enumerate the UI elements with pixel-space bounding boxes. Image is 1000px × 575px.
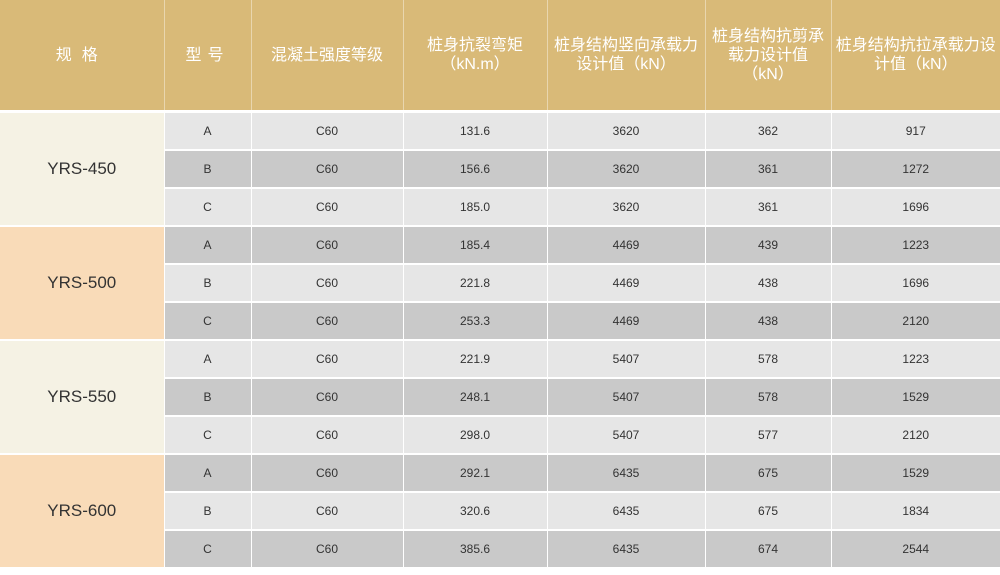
model-cell: C: [163, 301, 251, 340]
tensile-capacity-cell: 1272: [830, 149, 1000, 188]
tensile-capacity-cell: 1529: [830, 453, 1000, 492]
table-row: YRS-500 A C60 185.4 4469 439 1223: [0, 225, 1000, 340]
shear-capacity-cell: 578: [704, 377, 831, 416]
vertical-capacity-cell: 4469: [546, 263, 705, 302]
concrete-grade-cell: C60: [250, 453, 403, 492]
table-row: C C60 298.0 5407 577 2120: [0, 415, 1000, 454]
table-row: YRS-450 A C60 131.6 3620 362 917: [0, 110, 1000, 226]
table-row: YRS-600 A C60 292.1 6435 675 1529: [0, 453, 1000, 567]
tensile-capacity-cell: 917: [830, 110, 1000, 150]
concrete-grade-cell: C60: [250, 301, 403, 340]
shear-capacity-cell: 674: [704, 529, 831, 567]
shear-capacity-cell: 578: [704, 339, 831, 378]
shear-capacity-cell: 439: [704, 225, 831, 264]
concrete-grade-cell: C60: [250, 377, 403, 416]
model-cell: A: [163, 453, 251, 492]
concrete-grade-cell: C60: [250, 149, 403, 188]
tensile-capacity-cell: 2544: [830, 529, 1000, 567]
header-spec: 规格: [0, 0, 164, 112]
tensile-capacity-cell: 1529: [830, 377, 1000, 416]
concrete-grade-cell: C60: [250, 187, 403, 226]
vertical-capacity-cell: 4469: [546, 225, 705, 264]
vertical-capacity-cell: 5407: [546, 339, 705, 378]
tensile-capacity-cell: 1223: [830, 225, 1000, 264]
shear-capacity-cell: 577: [704, 415, 831, 454]
header-vertical-capacity: 桩身结构竖向承载力设计值（kN）: [546, 0, 705, 112]
spec-cell: YRS-600: [0, 453, 164, 567]
model-cell: A: [163, 225, 251, 264]
crack-moment-cell: 185.0: [402, 187, 547, 226]
vertical-capacity-cell: 3620: [546, 187, 705, 226]
table-row: B C60 248.1 5407 578 1529: [0, 377, 1000, 416]
model-cell: C: [163, 529, 251, 567]
concrete-grade-cell: C60: [250, 491, 403, 530]
shear-capacity-cell: 361: [704, 149, 831, 188]
table-row: B C60 320.6 6435 675 1834: [0, 491, 1000, 530]
vertical-capacity-cell: 6435: [546, 453, 705, 492]
crack-moment-cell: 320.6: [402, 491, 547, 530]
tensile-capacity-cell: 2120: [830, 301, 1000, 340]
vertical-capacity-cell: 6435: [546, 529, 705, 567]
tensile-capacity-cell: 1834: [830, 491, 1000, 530]
table-row: B C60 156.6 3620 361 1272: [0, 149, 1000, 188]
shear-capacity-cell: 675: [704, 453, 831, 492]
vertical-capacity-cell: 6435: [546, 491, 705, 530]
shear-capacity-cell: 675: [704, 491, 831, 530]
vertical-capacity-cell: 4469: [546, 301, 705, 340]
model-cell: B: [163, 149, 251, 188]
vertical-capacity-cell: 3620: [546, 149, 705, 188]
tensile-capacity-cell: 1223: [830, 339, 1000, 378]
header-shear-capacity: 桩身结构抗剪承载力设计值（kN）: [704, 0, 831, 112]
header-crack-moment: 桩身抗裂弯矩（kN.m）: [402, 0, 547, 112]
shear-capacity-cell: 438: [704, 263, 831, 302]
concrete-grade-cell: C60: [250, 339, 403, 378]
tensile-capacity-cell: 1696: [830, 263, 1000, 302]
crack-moment-cell: 253.3: [402, 301, 547, 340]
vertical-capacity-cell: 5407: [546, 415, 705, 454]
model-cell: B: [163, 377, 251, 416]
shear-capacity-cell: 438: [704, 301, 831, 340]
model-cell: A: [163, 339, 251, 378]
concrete-grade-cell: C60: [250, 529, 403, 567]
crack-moment-cell: 221.8: [402, 263, 547, 302]
table-row: C C60 253.3 4469 438 2120: [0, 301, 1000, 340]
header-tensile-capacity: 桩身结构抗拉承载力设计值（kN）: [830, 0, 1000, 112]
tensile-capacity-cell: 1696: [830, 187, 1000, 226]
header-row: 规格 型号 混凝土强度等级 桩身抗裂弯矩（kN.m） 桩身结构竖向承载力设计值（…: [0, 0, 1000, 112]
model-cell: A: [163, 110, 251, 150]
model-cell: B: [163, 491, 251, 530]
crack-moment-cell: 156.6: [402, 149, 547, 188]
table-row: B C60 221.8 4469 438 1696: [0, 263, 1000, 302]
header-concrete-grade: 混凝土强度等级: [250, 0, 403, 112]
concrete-grade-cell: C60: [250, 110, 403, 150]
crack-moment-cell: 131.6: [402, 110, 547, 150]
model-cell: B: [163, 263, 251, 302]
vertical-capacity-cell: 3620: [546, 110, 705, 150]
crack-moment-cell: 221.9: [402, 339, 547, 378]
shear-capacity-cell: 362: [704, 110, 831, 150]
shear-capacity-cell: 361: [704, 187, 831, 226]
crack-moment-cell: 385.6: [402, 529, 547, 567]
concrete-grade-cell: C60: [250, 263, 403, 302]
crack-moment-cell: 298.0: [402, 415, 547, 454]
concrete-grade-cell: C60: [250, 415, 403, 454]
table-row: C C60 185.0 3620 361 1696: [0, 187, 1000, 226]
model-cell: C: [163, 415, 251, 454]
spec-cell: YRS-550: [0, 339, 164, 454]
table-row: YRS-550 A C60 221.9 5407 578 1223: [0, 339, 1000, 454]
crack-moment-cell: 248.1: [402, 377, 547, 416]
model-cell: C: [163, 187, 251, 226]
table-row: C C60 385.6 6435 674 2544: [0, 529, 1000, 567]
crack-moment-cell: 292.1: [402, 453, 547, 492]
crack-moment-cell: 185.4: [402, 225, 547, 264]
spec-cell: YRS-500: [0, 225, 164, 340]
vertical-capacity-cell: 5407: [546, 377, 705, 416]
tensile-capacity-cell: 2120: [830, 415, 1000, 454]
header-model: 型号: [163, 0, 251, 112]
concrete-grade-cell: C60: [250, 225, 403, 264]
spec-cell: YRS-450: [0, 110, 164, 226]
